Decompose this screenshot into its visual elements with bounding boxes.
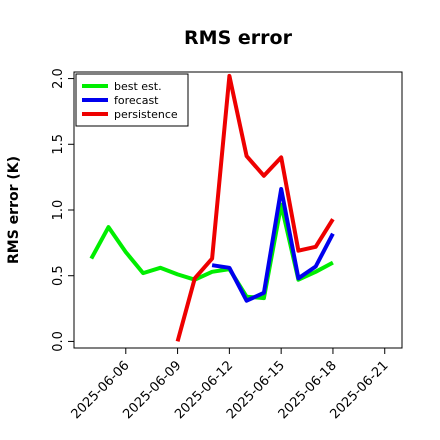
series-line-forecast [211, 187, 335, 303]
y-tick-label: 2.0 [51, 68, 66, 89]
y-tick-label: 0.0 [51, 331, 66, 352]
y-tick-label: 1.5 [51, 134, 66, 155]
legend-entry: persistence [114, 108, 178, 121]
chart-title: RMS error [184, 27, 293, 49]
y-axis-label: RMS error (K) [6, 156, 22, 264]
series-line-persistence [175, 73, 335, 342]
series-lines [89, 73, 335, 342]
legend-entry: forecast [114, 94, 159, 107]
y-axis-ticks: 0.0 0.5 1.0 1.5 2.0 [51, 68, 74, 352]
y-tick-label: 0.5 [51, 265, 66, 286]
y-tick-label: 1.0 [51, 200, 66, 221]
x-axis-ticks: 2025-06-062025-06-092025-06-122025-06-15… [69, 348, 392, 422]
legend-entry: best est. [114, 80, 162, 93]
